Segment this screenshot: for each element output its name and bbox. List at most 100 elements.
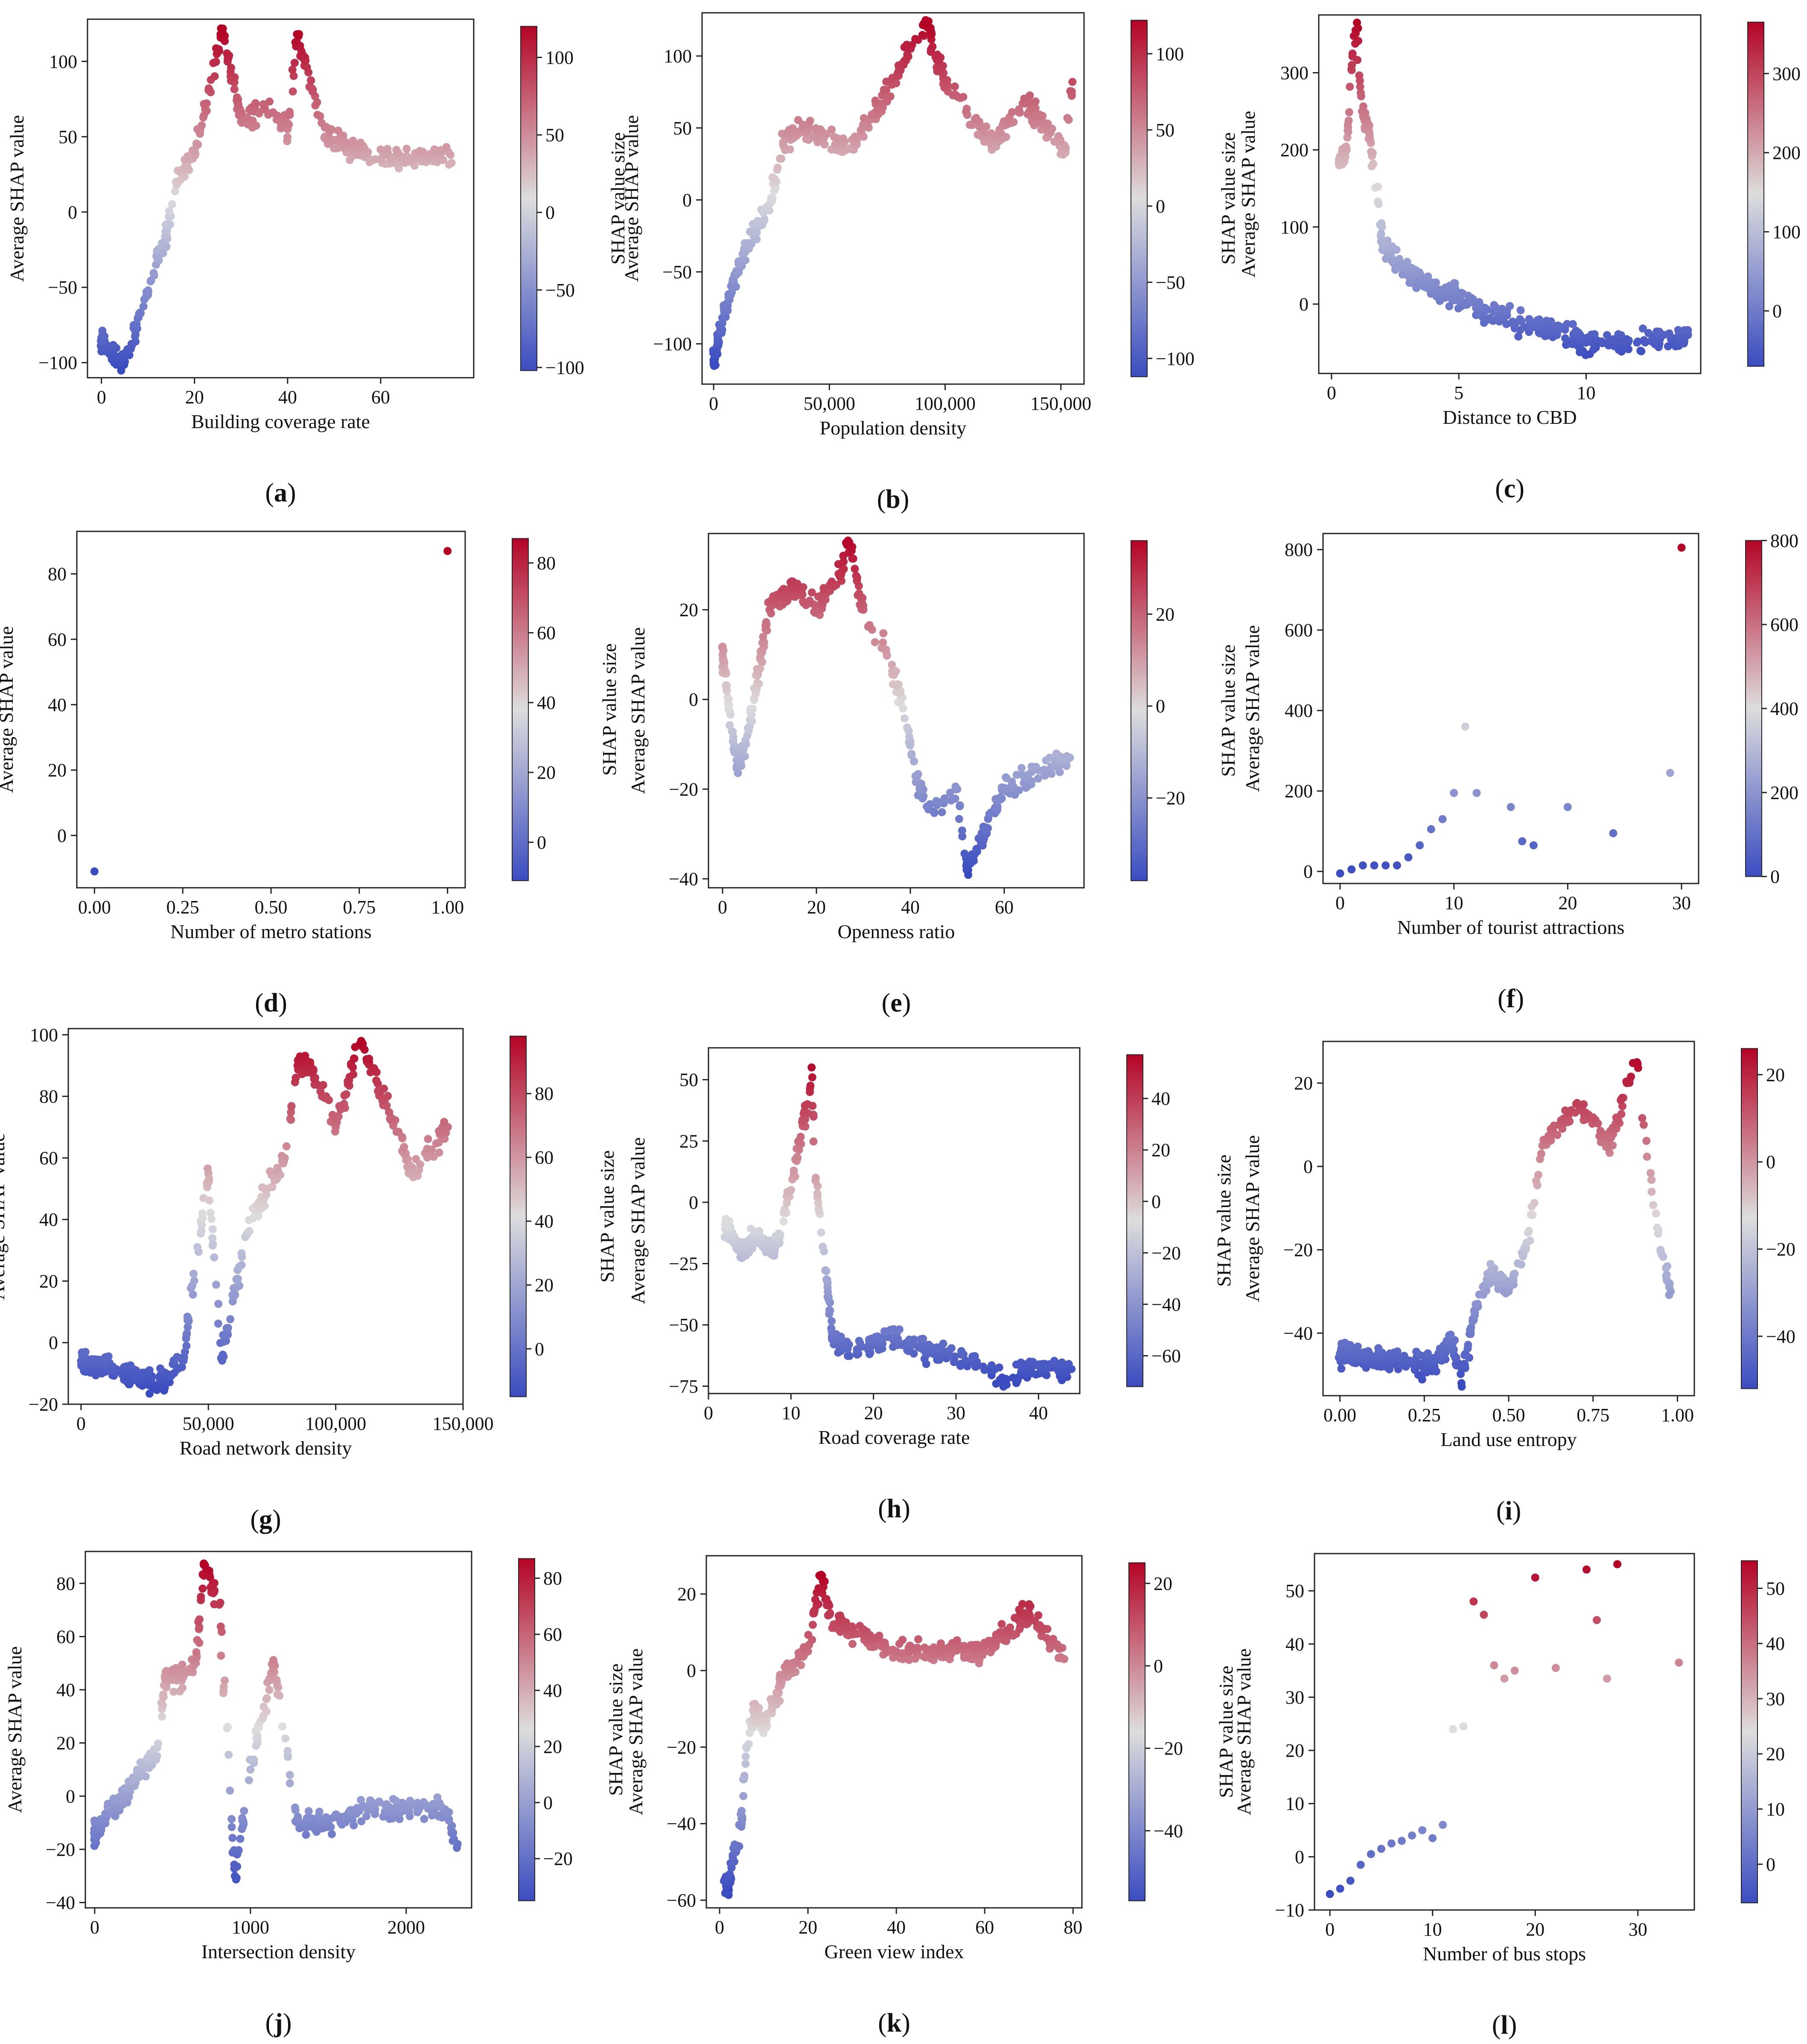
data-point (886, 92, 895, 101)
data-point (1627, 1073, 1635, 1081)
data-point (1439, 1821, 1447, 1829)
colorbar-tick-label: 0 (537, 832, 546, 853)
data-point (192, 139, 201, 148)
data-point (951, 794, 959, 803)
data-point (875, 1631, 883, 1640)
data-point (198, 121, 206, 130)
colorbar (1126, 1054, 1143, 1387)
data-point (144, 286, 152, 294)
data-point (953, 1636, 961, 1645)
data-point (269, 1656, 278, 1664)
data-point (403, 152, 411, 160)
plot-frame (708, 1047, 1081, 1394)
data-point (192, 1648, 201, 1656)
data-point (1593, 1616, 1601, 1624)
data-point (901, 714, 909, 723)
data-point (1614, 330, 1623, 338)
data-point (1510, 1269, 1519, 1278)
data-point (210, 1253, 219, 1262)
data-point (283, 1747, 292, 1755)
data-point (1590, 330, 1599, 338)
data-point (157, 239, 166, 248)
y-tick-label: −75 (669, 1376, 698, 1397)
data-point (328, 1830, 336, 1838)
data-point (1666, 769, 1674, 777)
chart-panel-f: 0 10 20 30 0 200 400 600 800 Number of tourist at… (1242, 530, 1798, 1013)
data-point (145, 1366, 154, 1374)
y-tick-label: 20 (39, 1271, 58, 1292)
y-tick-label: 40 (48, 694, 67, 715)
data-point (1665, 329, 1673, 338)
x-axis-label: Road coverage rate (818, 1426, 970, 1448)
x-tick-label: 0 (715, 1917, 724, 1938)
panel-letter: f (1507, 984, 1516, 1013)
y-tick-label: −50 (662, 262, 692, 283)
data-point (433, 1793, 442, 1802)
data-point (182, 1341, 191, 1350)
data-point (1336, 1884, 1344, 1893)
chart-panel-k: 0 20 40 60 80 −60 −40 −20 0 20 Green view index Ave… (625, 1555, 1237, 2038)
colorbar-tick-label: −40 (1151, 1294, 1181, 1315)
data-point (1450, 789, 1458, 797)
plot-frame (708, 533, 1085, 889)
data-point (811, 1595, 819, 1604)
data-point (1353, 18, 1361, 27)
data-point (236, 1834, 245, 1843)
data-point (197, 1227, 206, 1235)
data-point (443, 547, 452, 555)
colorbar-tick-label: −50 (545, 280, 575, 300)
data-point (349, 137, 357, 145)
data-point (1395, 255, 1404, 263)
data-point (1056, 1653, 1065, 1662)
data-point (1367, 147, 1376, 156)
y-axis-label: Average SHAP value (627, 627, 649, 794)
colorbar-tick-label: 40 (1766, 1633, 1785, 1654)
data-point (1387, 1839, 1396, 1848)
x-axis-label: Road network density (180, 1437, 352, 1459)
data-point (947, 1344, 956, 1353)
data-point (956, 801, 964, 810)
data-point (819, 584, 828, 592)
data-point (1066, 87, 1075, 95)
y-tick-label: 600 (1285, 620, 1313, 641)
data-point (1359, 102, 1367, 111)
chart-panel-h: 0 10 20 30 40 −75 −50 −25 0 25 50 Road coverage rat… (627, 1047, 1235, 1523)
data-point (1563, 803, 1572, 811)
data-point (1542, 317, 1551, 325)
data-point (1017, 764, 1026, 772)
data-point (1596, 1127, 1605, 1135)
data-point (1445, 302, 1454, 311)
data-point (1647, 1187, 1656, 1196)
panel-letter: i (1505, 1496, 1512, 1525)
data-point (136, 309, 144, 317)
colorbar (1741, 1560, 1758, 1904)
data-point (442, 143, 451, 152)
data-point (1460, 1360, 1469, 1368)
data-point (911, 35, 920, 43)
data-point (349, 1070, 358, 1079)
data-point (1008, 108, 1016, 117)
data-point (817, 1228, 825, 1237)
x-tick-label: 40 (1029, 1403, 1048, 1423)
data-point (301, 1052, 309, 1060)
data-point (1370, 861, 1379, 870)
data-point (1498, 305, 1507, 313)
data-point (228, 1834, 237, 1842)
colorbar-tick-label: 60 (537, 623, 556, 644)
data-point (1068, 78, 1077, 86)
data-point (799, 597, 807, 606)
colorbar-tick-label: 40 (543, 1680, 562, 1701)
data-point (1424, 272, 1432, 281)
plot-frame (1322, 1041, 1695, 1397)
data-point (726, 721, 734, 729)
data-point (860, 114, 868, 122)
data-point (1400, 1352, 1408, 1360)
x-tick-label: 0 (1335, 892, 1345, 913)
data-point (268, 1183, 277, 1191)
data-point (937, 1639, 945, 1647)
data-point (1374, 182, 1382, 191)
data-point (830, 133, 838, 141)
y-tick-label: 0 (682, 190, 692, 210)
data-point (224, 1324, 232, 1332)
y-axis-label: Average SHAP value (4, 1646, 26, 1813)
